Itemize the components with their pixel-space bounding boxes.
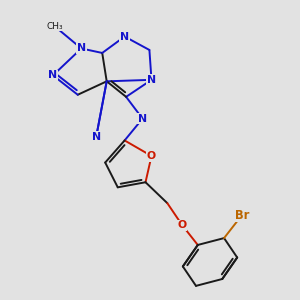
Text: CH₃: CH₃ bbox=[46, 22, 63, 31]
Text: N: N bbox=[147, 75, 156, 85]
Text: N: N bbox=[92, 132, 101, 142]
Text: Br: Br bbox=[235, 208, 249, 222]
Text: O: O bbox=[147, 151, 156, 161]
Text: N: N bbox=[77, 44, 86, 53]
Text: N: N bbox=[120, 32, 129, 41]
Text: N: N bbox=[48, 70, 58, 80]
Text: O: O bbox=[178, 220, 187, 230]
Text: N: N bbox=[138, 114, 147, 124]
